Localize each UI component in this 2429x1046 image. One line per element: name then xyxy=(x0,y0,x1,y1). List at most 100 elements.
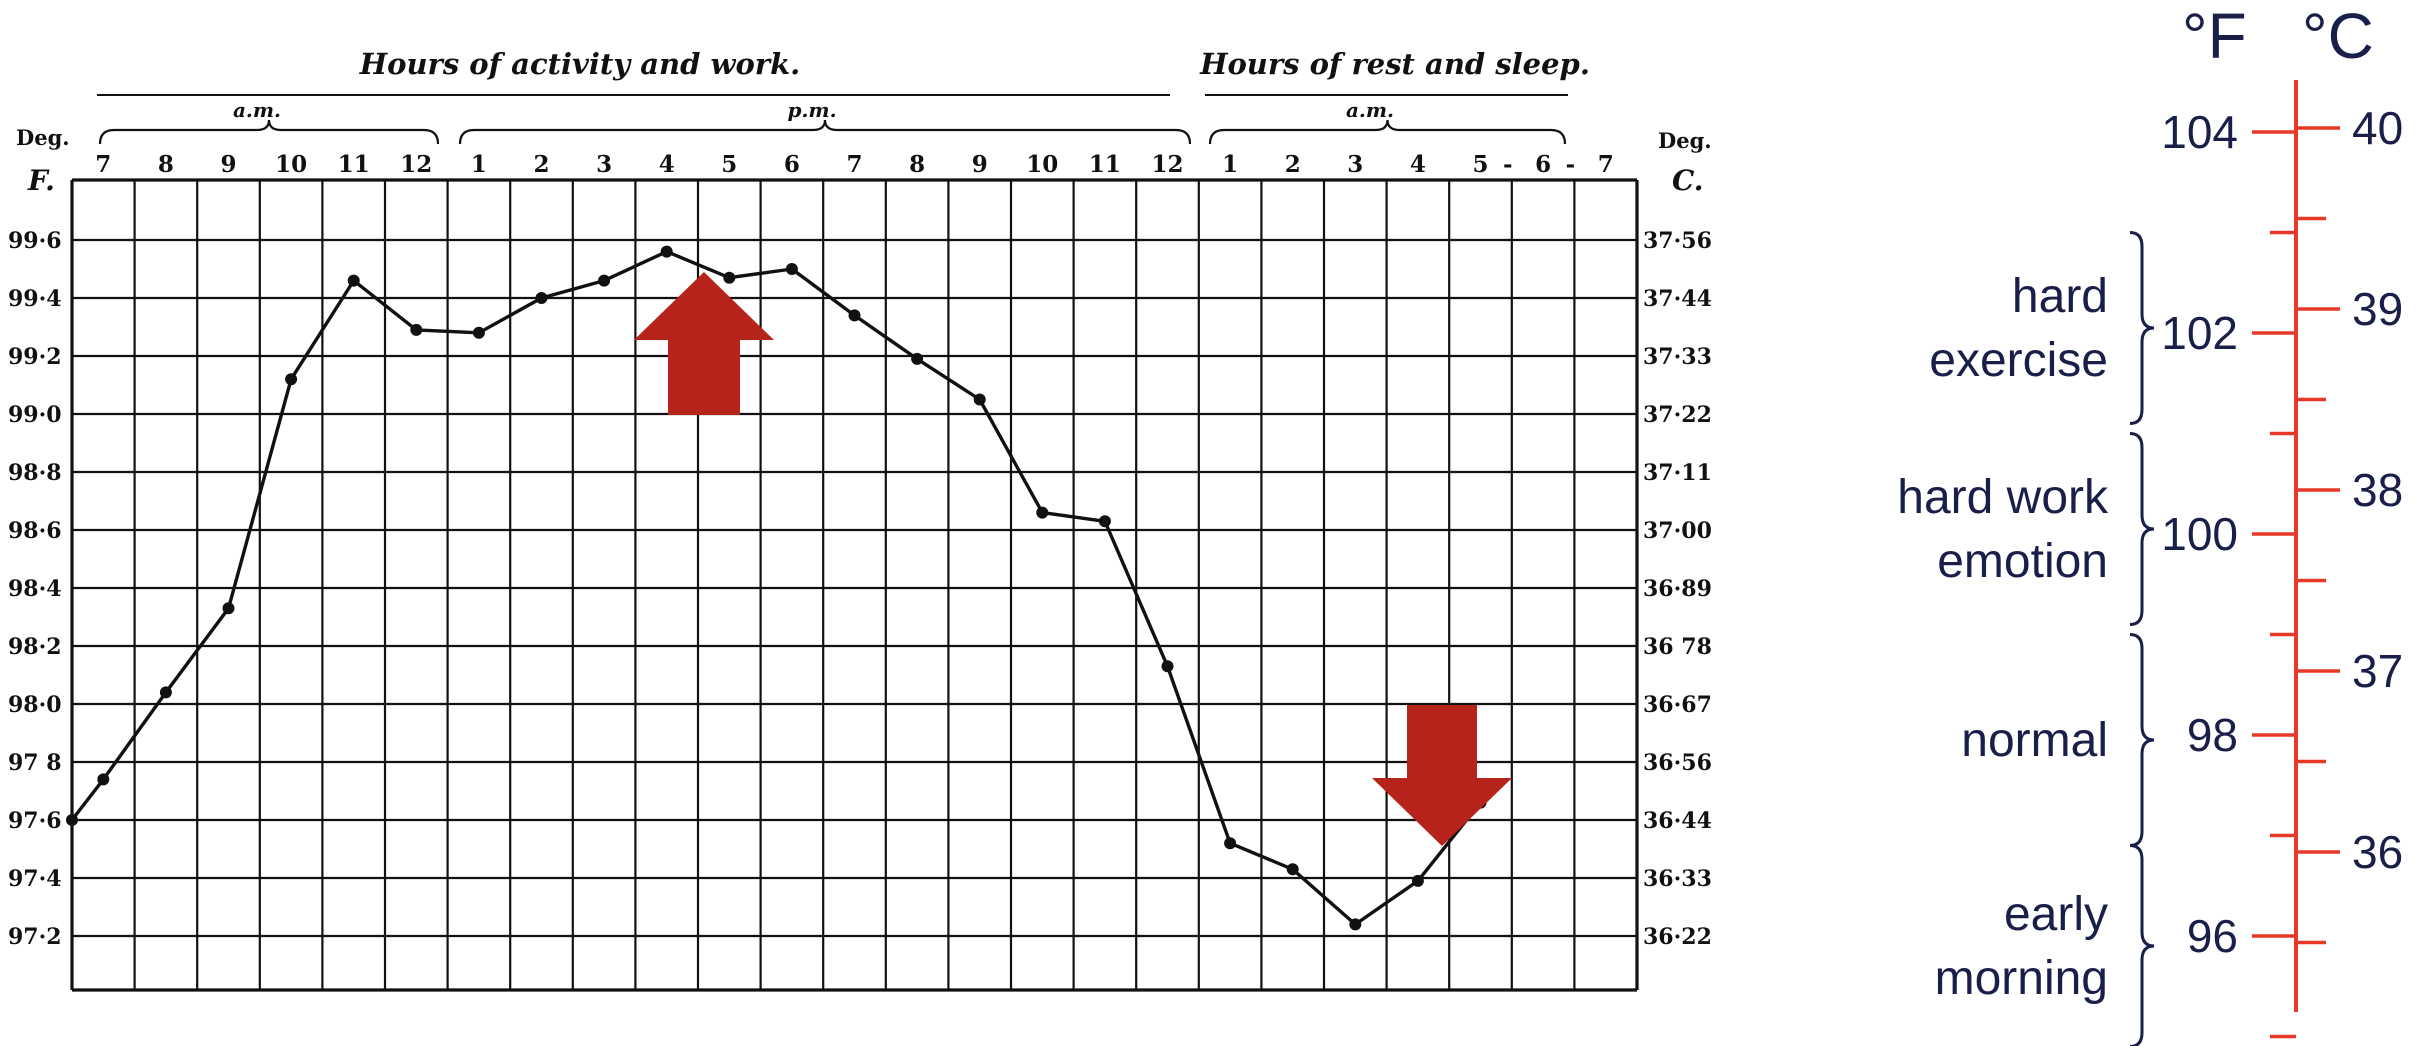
hour-label: 6 xyxy=(1535,151,1551,178)
range-label: emotion xyxy=(1937,535,2108,588)
hour-label: 7 xyxy=(95,151,111,178)
fahrenheit-scale-label: 100 xyxy=(2161,508,2238,560)
fahrenheit-scale-label: 96 xyxy=(2187,910,2238,962)
data-point xyxy=(911,352,924,365)
pm-brace xyxy=(458,119,1192,145)
range-brace xyxy=(2129,844,2155,1046)
data-point xyxy=(410,323,423,336)
thermometer-scale: °F °C 104 102 100 98 96 40 39 38 37 36 hard exercis… xyxy=(1897,0,2403,1046)
data-point xyxy=(1161,660,1174,673)
celsius-tick: 36·22 xyxy=(1643,924,1712,950)
hour-label: 12 xyxy=(400,151,432,178)
hour-label: 8 xyxy=(158,151,174,178)
up-arrow xyxy=(634,272,774,415)
hour-separator: - xyxy=(1503,151,1513,178)
hour-label: 10 xyxy=(1026,151,1058,178)
celsius-ticks: 37·56 37·44 37·33 37·22 37·11 37·00 36·89 36 78… xyxy=(1643,228,1712,950)
hour-separator: - xyxy=(1566,151,1576,178)
hour-label: 7 xyxy=(1598,151,1614,178)
activity-header: Hours of activity and work. xyxy=(359,47,801,81)
range-label: early xyxy=(2004,888,2108,941)
fahrenheit-tick: 98·4 xyxy=(8,576,62,602)
hour-label: 12 xyxy=(1151,151,1183,178)
fahrenheit-header: °F xyxy=(2182,0,2247,72)
celsius-header: °C xyxy=(2302,0,2374,72)
fahrenheit-tick: 99·6 xyxy=(8,228,62,254)
data-point xyxy=(1036,506,1049,519)
fahrenheit-tick: 98·8 xyxy=(8,460,62,486)
fahrenheit-tick: 97·6 xyxy=(8,808,62,834)
hour-label: 2 xyxy=(1285,151,1301,178)
fahrenheit-scale-label: 98 xyxy=(2187,709,2238,761)
range-label: hard xyxy=(2012,270,2108,323)
temperature-series xyxy=(66,245,1487,931)
am-brace-2 xyxy=(1208,119,1567,145)
celsius-tick: 36·33 xyxy=(1643,866,1712,892)
right-unit-label: C. xyxy=(1672,164,1704,197)
fahrenheit-tick: 99·2 xyxy=(8,344,62,370)
data-point xyxy=(285,373,298,386)
hour-label: 5 xyxy=(1472,151,1488,178)
temperature-line xyxy=(70,249,1482,927)
celsius-scale-label: 40 xyxy=(2352,102,2403,154)
fahrenheit-tick: 99·0 xyxy=(8,402,62,428)
rest-header: Hours of rest and sleep. xyxy=(1199,47,1590,81)
hour-label: 10 xyxy=(275,151,307,178)
celsius-tick: 36 78 xyxy=(1643,634,1712,660)
am-label-2: a.m. xyxy=(1346,98,1394,122)
celsius-tick: 36·56 xyxy=(1643,750,1712,776)
am-brace-1 xyxy=(98,119,440,145)
range-brace xyxy=(2129,231,2155,425)
celsius-tick: 37·00 xyxy=(1643,518,1712,544)
celsius-tick: 37·22 xyxy=(1643,402,1712,428)
hour-label: 2 xyxy=(533,151,549,178)
pm-label: p.m. xyxy=(787,98,836,122)
range-label: hard work xyxy=(1897,471,2109,524)
hour-label: 3 xyxy=(1347,151,1363,178)
fahrenheit-tick: 98·2 xyxy=(8,634,62,660)
data-point xyxy=(598,274,611,287)
chart-header: Hours of activity and work. Hours of res… xyxy=(16,47,1712,197)
celsius-tick: 36·89 xyxy=(1643,576,1712,602)
fahrenheit-scale-label: 102 xyxy=(2161,307,2238,359)
fahrenheit-scale-label: 104 xyxy=(2161,106,2238,158)
hour-label: 9 xyxy=(220,151,236,178)
celsius-scale-label: 39 xyxy=(2352,283,2403,335)
am-label-1: a.m. xyxy=(233,98,281,122)
fahrenheit-tick: 98·6 xyxy=(8,518,62,544)
range-label: normal xyxy=(1961,714,2108,767)
header-brackets xyxy=(97,94,1568,145)
data-point xyxy=(1224,837,1237,850)
range-label: exercise xyxy=(1929,334,2108,387)
left-deg-label: Deg. xyxy=(16,125,70,150)
range-label: morning xyxy=(1935,952,2108,1005)
celsius-tick: 37·11 xyxy=(1643,460,1712,486)
range-brace xyxy=(2129,633,2155,848)
hour-label: 9 xyxy=(972,151,988,178)
data-point xyxy=(785,263,798,275)
fahrenheit-ticks: 99·6 99·4 99·2 99·0 98·8 98·6 98·4 98·2 98·0 97 8… xyxy=(8,228,62,950)
celsius-scale-label: 38 xyxy=(2352,464,2403,516)
highlight-arrows xyxy=(634,272,1512,846)
hour-label: 4 xyxy=(659,151,675,178)
celsius-scale-label: 36 xyxy=(2352,826,2403,878)
hour-labels: 7 8 9 10 11 12 1 2 3 4 5 6 7 8 9 10 11 12 1 2 3 4 5 6 7- - xyxy=(95,151,1613,178)
range-brace xyxy=(2129,432,2155,626)
data-point xyxy=(1411,874,1424,887)
data-point xyxy=(535,292,548,304)
celsius-tick: 37·44 xyxy=(1643,286,1712,312)
hour-label: 11 xyxy=(338,151,370,178)
fahrenheit-tick: 98·0 xyxy=(8,692,62,718)
hour-label: 7 xyxy=(846,151,862,178)
hour-label: 8 xyxy=(909,151,925,178)
data-point xyxy=(1349,918,1362,931)
down-arrow xyxy=(1372,705,1512,846)
fahrenheit-tick: 97·2 xyxy=(8,924,62,950)
fahrenheit-tick: 97·4 xyxy=(8,866,62,892)
fahrenheit-tick: 99·4 xyxy=(8,286,62,312)
data-point xyxy=(973,393,986,406)
data-point xyxy=(222,602,235,615)
data-point xyxy=(660,245,673,258)
data-point xyxy=(848,309,861,322)
